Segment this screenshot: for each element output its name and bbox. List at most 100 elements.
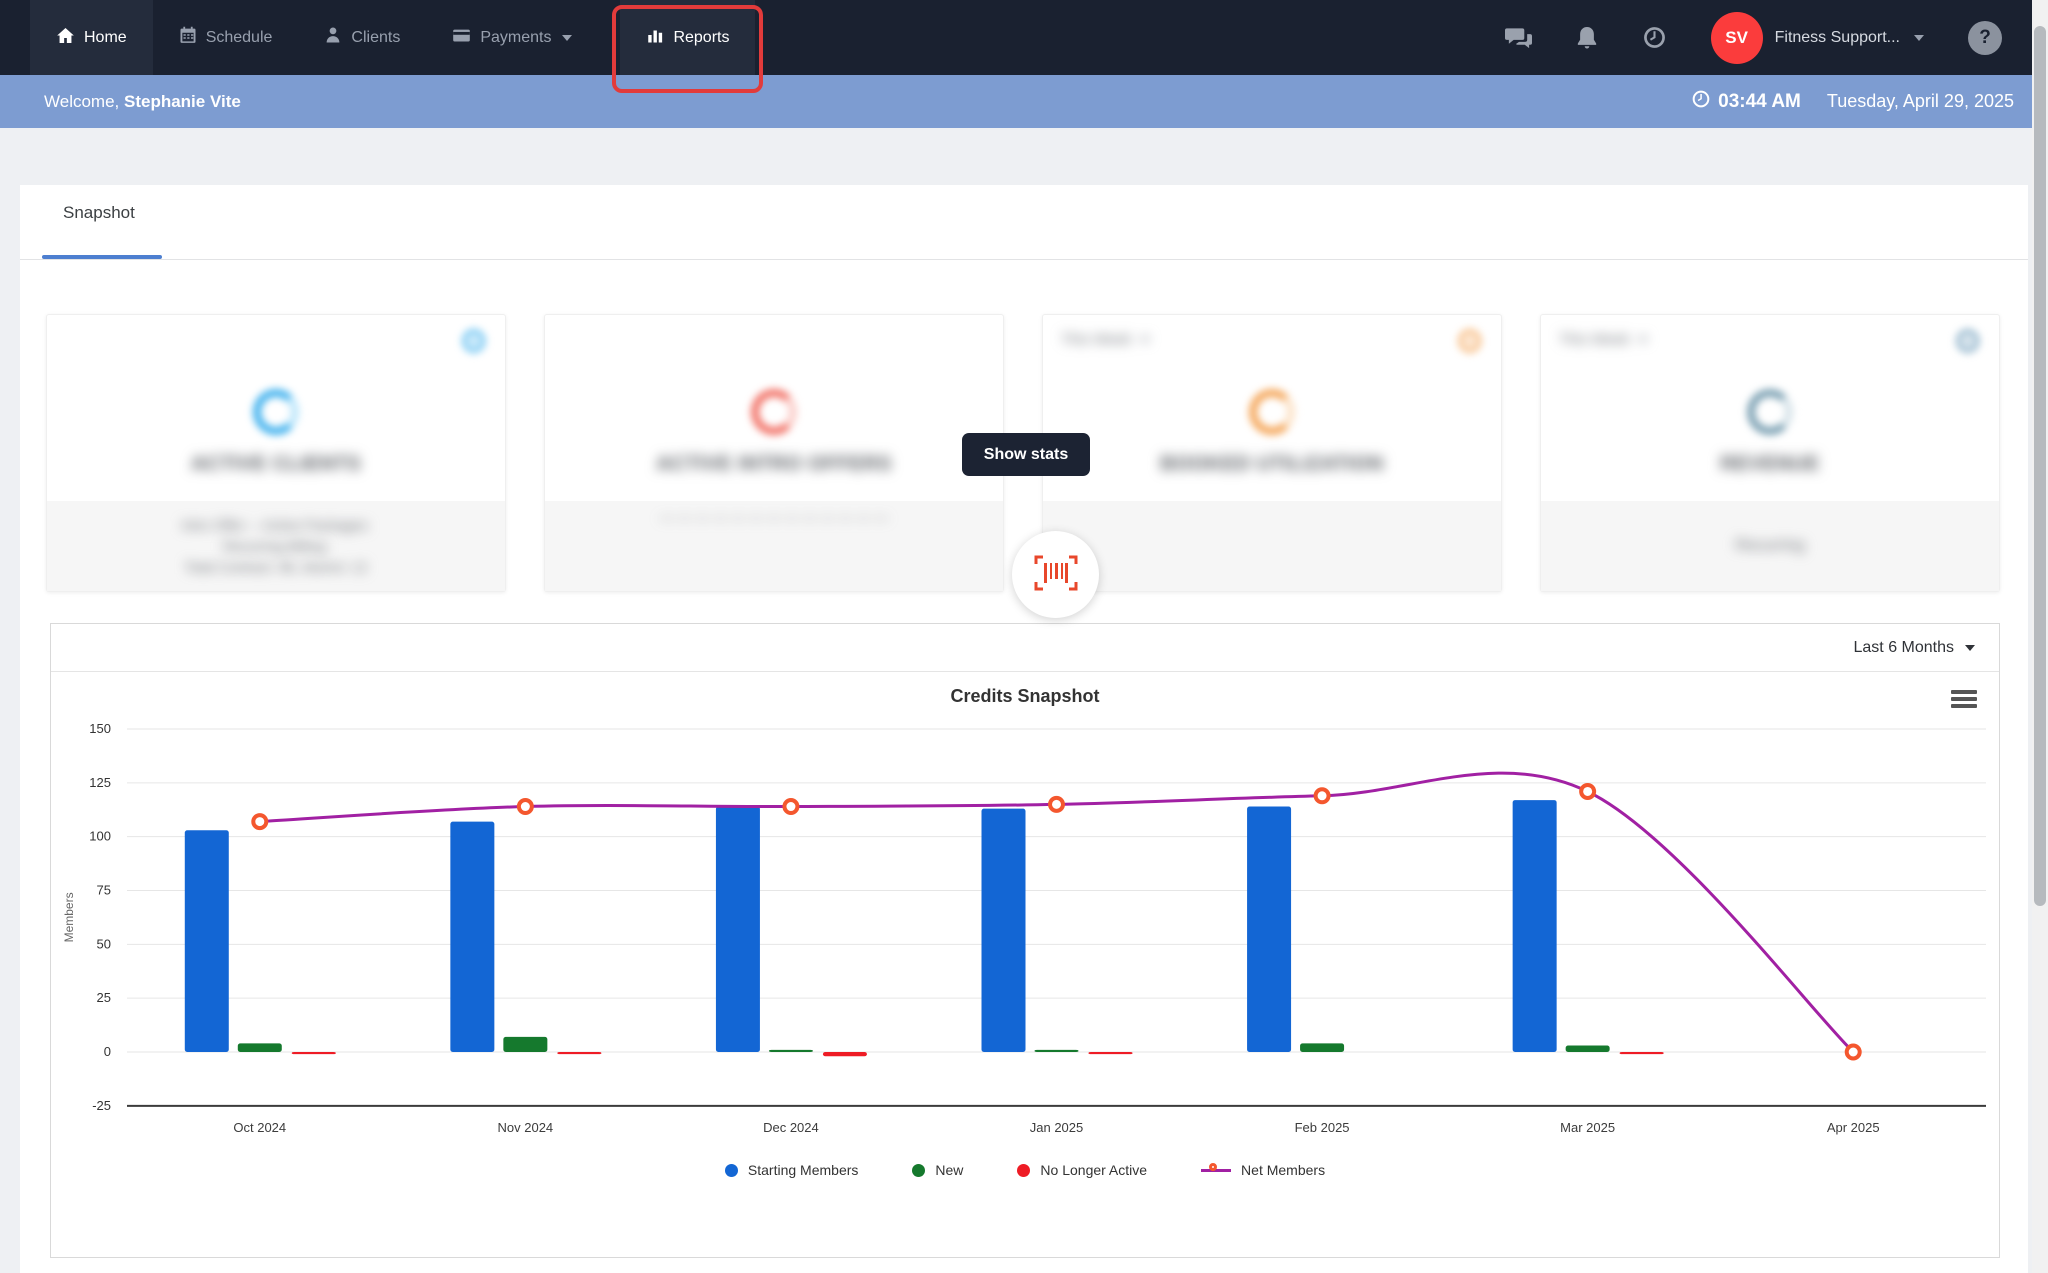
chart-canvas: 150 125 100 75 50 25 0 -25 Members Oct 2024 Nov 20… bbox=[62, 721, 1986, 1135]
credits-snapshot-card: Last 6 Months Credits Snapshot 150 125 100… bbox=[50, 623, 2000, 1258]
tabs-divider bbox=[20, 259, 2028, 260]
stat-card-active-clients: ⚙ ACTIVE CLIENTS Intro Offer: – Active P… bbox=[46, 314, 506, 592]
snapshot-section: Snapshot ⚙ ACTIVE CLIENTS Intro Offer: –… bbox=[20, 185, 2028, 1273]
bell-icon[interactable] bbox=[1576, 25, 1598, 50]
stat-footer-line: — — — — — — — — — — — — — bbox=[659, 509, 889, 525]
avatar: SV bbox=[1710, 11, 1763, 64]
svg-text:25: 25 bbox=[97, 990, 111, 1005]
scrollbar-thumb[interactable] bbox=[2034, 26, 2046, 906]
nav-item-home[interactable]: Home bbox=[30, 0, 153, 75]
calendar-icon bbox=[179, 26, 197, 49]
stat-footer-line: Recurring bbox=[1735, 537, 1805, 554]
nav-spacer bbox=[755, 0, 1504, 75]
legend-label: Starting Members bbox=[747, 1162, 859, 1178]
period-label: This Week bbox=[1559, 331, 1630, 348]
bar-chart-icon bbox=[646, 26, 664, 49]
barcode-icon bbox=[1034, 554, 1078, 595]
stat-card-booked-utilization: This Week ⚙ BOOKED UTILIZATION bbox=[1042, 314, 1502, 592]
svg-text:Apr 2025: Apr 2025 bbox=[1827, 1120, 1880, 1135]
welcome-message: Welcome, Stephanie Vite bbox=[44, 92, 241, 112]
barcode-scan-button[interactable] bbox=[1012, 531, 1099, 618]
chart-legend: Starting Members New No Longer Active Ne… bbox=[51, 1162, 1999, 1178]
loading-spinner bbox=[1747, 389, 1793, 435]
tab-snapshot[interactable]: Snapshot bbox=[63, 203, 135, 222]
stat-footer-line: Total Contract: 96, Alumni: 12 bbox=[184, 559, 368, 575]
date-display: Tuesday, April 29, 2025 bbox=[1826, 91, 2014, 111]
chevron-down-icon bbox=[1637, 336, 1648, 343]
chart-menu-icon[interactable] bbox=[1951, 690, 1977, 711]
nav-item-schedule[interactable]: Schedule bbox=[153, 0, 299, 75]
nav-item-label: Home bbox=[84, 28, 127, 46]
nav-item-payments[interactable]: Payments bbox=[426, 0, 598, 75]
stat-card-active-intro-offers: ACTIVE INTRO OFFERS — — — — — — — — — — … bbox=[544, 314, 1004, 592]
top-navbar: Home Schedule Clients Payments Reports bbox=[0, 0, 2048, 93]
reports-nav-wrap: Reports bbox=[612, 0, 764, 93]
page-scrollbar bbox=[2032, 0, 2048, 1273]
svg-text:150: 150 bbox=[89, 721, 111, 736]
range-dropdown[interactable]: Last 6 Months bbox=[1853, 638, 1975, 657]
legend-item-net-members[interactable]: Net Members bbox=[1201, 1162, 1325, 1178]
welcome-right: 03:44 AM Tuesday, April 29, 2025 bbox=[1691, 89, 2014, 115]
welcome-user-name: Stephanie Vite bbox=[124, 91, 241, 111]
chevron-down-icon bbox=[562, 34, 573, 41]
legend-label: Net Members bbox=[1241, 1162, 1326, 1178]
svg-text:Members: Members bbox=[62, 892, 76, 942]
nav-left-group: Home Schedule Clients Payments Reports bbox=[0, 0, 764, 93]
nav-item-label: Schedule bbox=[205, 28, 273, 46]
legend-item-no-longer-active[interactable]: No Longer Active bbox=[1017, 1162, 1147, 1178]
range-label: Last 6 Months bbox=[1853, 638, 1955, 656]
help-icon[interactable]: ? bbox=[1968, 20, 2002, 55]
clock-outline-icon bbox=[1691, 89, 1711, 115]
welcome-greeting: Welcome, bbox=[44, 91, 124, 111]
legend-item-starting-members[interactable]: Starting Members bbox=[724, 1162, 859, 1178]
legend-item-new[interactable]: New bbox=[912, 1162, 963, 1178]
period-label: This Week bbox=[1061, 331, 1132, 348]
svg-text:100: 100 bbox=[89, 829, 111, 844]
svg-text:Mar 2025: Mar 2025 bbox=[1560, 1120, 1615, 1135]
legend-label: New bbox=[935, 1162, 964, 1178]
loading-spinner bbox=[1249, 389, 1295, 435]
stat-footer-line: Intro Offer: – Active Packages: bbox=[181, 517, 371, 533]
tab-active-underline bbox=[42, 255, 162, 259]
gear-icon[interactable]: ⚙ bbox=[458, 323, 489, 361]
clock-icon[interactable] bbox=[1642, 25, 1667, 50]
credit-card-icon bbox=[452, 26, 471, 50]
home-icon bbox=[56, 26, 75, 50]
chart-title: Credits Snapshot bbox=[950, 686, 1100, 706]
legend-label: No Longer Active bbox=[1040, 1162, 1148, 1178]
period-dropdown[interactable]: This Week bbox=[1559, 331, 1648, 348]
loading-spinner bbox=[751, 389, 797, 435]
period-dropdown[interactable]: This Week bbox=[1061, 331, 1150, 348]
svg-text:125: 125 bbox=[89, 775, 111, 790]
gear-icon[interactable]: ⚙ bbox=[1454, 323, 1485, 361]
svg-text:75: 75 bbox=[97, 883, 111, 898]
show-stats-button[interactable]: Show stats bbox=[962, 433, 1090, 476]
welcome-bar: Welcome, Stephanie Vite 03:44 AM Tuesday… bbox=[0, 75, 2048, 128]
svg-text:Oct 2024: Oct 2024 bbox=[233, 1120, 286, 1135]
chevron-down-icon bbox=[1139, 336, 1150, 343]
gear-icon[interactable]: ⚙ bbox=[1952, 323, 1983, 361]
svg-text:Feb 2025: Feb 2025 bbox=[1295, 1120, 1350, 1135]
time-display: 03:44 AM bbox=[1691, 89, 1801, 115]
legend-swatch-no-longer-active bbox=[1017, 1163, 1031, 1177]
legend-swatch-starting-members bbox=[724, 1163, 738, 1177]
chevron-down-icon bbox=[1965, 644, 1975, 651]
account-name: Fitness Support... bbox=[1774, 28, 1900, 46]
legend-swatch-net-members bbox=[1201, 1163, 1232, 1177]
chat-icon[interactable] bbox=[1504, 26, 1532, 50]
stat-card-title: ACTIVE CLIENTS bbox=[190, 453, 362, 475]
account-menu[interactable]: SV Fitness Support... bbox=[1710, 11, 1924, 64]
nav-item-label: Reports bbox=[673, 28, 730, 46]
svg-text:50: 50 bbox=[97, 936, 111, 951]
time-text: 03:44 AM bbox=[1718, 90, 1801, 112]
nav-item-clients[interactable]: Clients bbox=[298, 0, 426, 75]
svg-text:0: 0 bbox=[104, 1044, 111, 1059]
svg-text:Nov 2024: Nov 2024 bbox=[498, 1120, 554, 1135]
stat-footer-line: Recurring Billing: bbox=[223, 538, 329, 554]
svg-text:-25: -25 bbox=[92, 1098, 111, 1113]
nav-item-reports[interactable]: Reports bbox=[620, 0, 756, 75]
legend-swatch-new bbox=[912, 1163, 926, 1177]
nav-right-group: SV Fitness Support... ? bbox=[1504, 0, 2048, 75]
stat-card-title: BOOKED UTILIZATION bbox=[1160, 453, 1384, 475]
loading-spinner bbox=[253, 389, 299, 435]
